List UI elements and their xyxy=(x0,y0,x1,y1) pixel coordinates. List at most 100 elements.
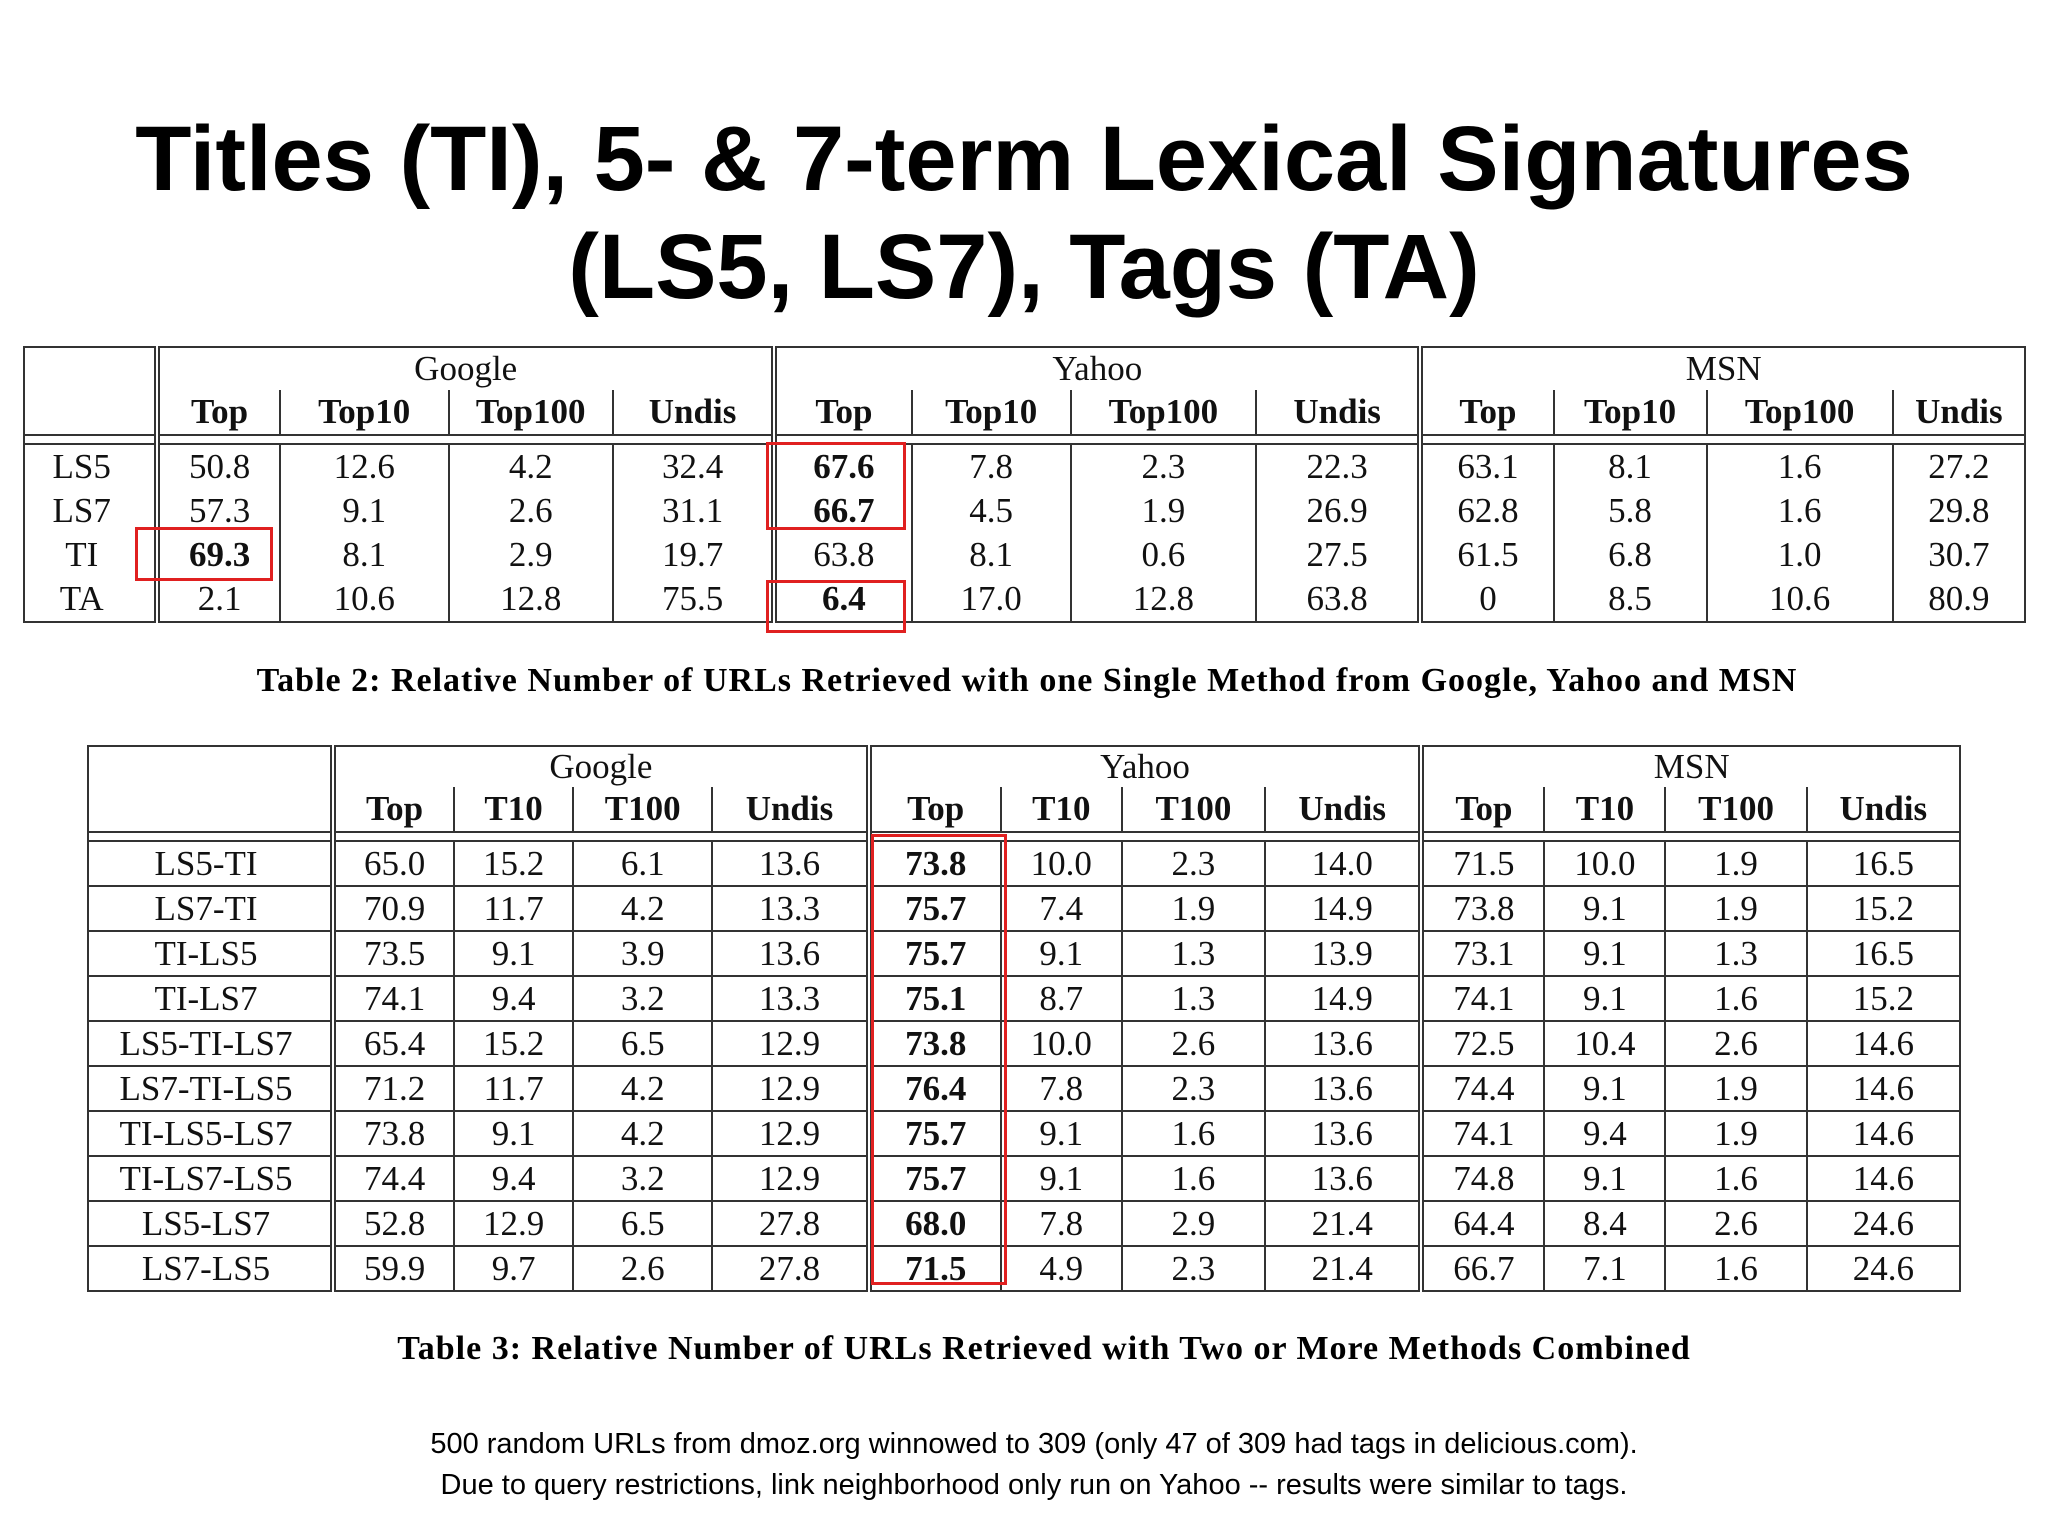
table-cell: 7.8 xyxy=(911,444,1072,489)
table-cell: 27.8 xyxy=(712,1201,872,1247)
table-cell: 73.8 xyxy=(868,1021,1002,1067)
table-row: LS7-LS5 59.9 9.7 2.6 27.8 71.5 4.9 2.3 21.4 66.7 7… xyxy=(88,1246,1960,1291)
table-2-caption: Table 2: Relative Number of URLs Retriev… xyxy=(256,662,1798,699)
table-cell: 62.8 xyxy=(1420,489,1555,533)
table-cell: 26.9 xyxy=(1255,489,1424,533)
table-cell: 8.5 xyxy=(1553,577,1708,622)
table-cell: 69.3 xyxy=(157,533,281,577)
table-cell: 17.0 xyxy=(911,577,1072,622)
corner-cell xyxy=(24,390,138,435)
table-cell: 75.7 xyxy=(868,931,1002,977)
table-row: TI-LS5 73.5 9.1 3.9 13.6 75.7 9.1 1.3 13.9 73.1 9.… xyxy=(88,931,1960,977)
spacer-cell xyxy=(323,1066,337,1112)
table-row: LS7 57.3 9.1 2.6 31.1 66.7 4.5 1.9 26.9 62.8 5.8 1.… xyxy=(24,489,2025,533)
footnote: 500 random URLs from dmoz.org winnowed t… xyxy=(10,1424,2048,1506)
table-cell: 50.8 xyxy=(157,444,281,489)
table-row: LS5-TI 65.0 15.2 6.1 13.6 73.8 10.0 2.3 14.0 71.5… xyxy=(88,841,1960,887)
table-cell: 12.9 xyxy=(712,1021,872,1067)
table-cell: 13.6 xyxy=(1265,1021,1425,1067)
table-cell: 14.6 xyxy=(1806,1066,1960,1112)
table-cell: 13.3 xyxy=(712,976,872,1022)
table-cell: 12.6 xyxy=(279,444,450,489)
row-label: LS7-TI-LS5 xyxy=(88,1066,323,1112)
table-cell: 74.1 xyxy=(1421,1111,1546,1157)
column-header: T10 xyxy=(1000,787,1123,832)
table-cell: 9.1 xyxy=(1544,886,1667,932)
table-cell: 12.9 xyxy=(712,1111,872,1157)
spacer-cell xyxy=(138,444,161,489)
table-cell: 3.9 xyxy=(573,931,714,977)
table-cell: 1.9 xyxy=(1665,886,1808,932)
table-cell: 73.8 xyxy=(333,1111,456,1157)
table-cell: 24.6 xyxy=(1852,1248,1914,1288)
table-cell: 9.1 xyxy=(1544,1156,1667,1202)
column-header: Undis xyxy=(1265,787,1425,832)
footnote-line-1: 500 random URLs from dmoz.org winnowed t… xyxy=(430,1428,1638,1460)
table-cell: 1.6 xyxy=(1121,1156,1267,1202)
table-cell: 8.4 xyxy=(1544,1201,1667,1247)
table-cell: 65.0 xyxy=(333,841,456,887)
table-cell: 9.4 xyxy=(1544,1111,1667,1157)
spacer-cell xyxy=(323,1246,337,1291)
table-cell: 75.7 xyxy=(868,1156,1002,1202)
table-cell: 9.1 xyxy=(279,489,450,533)
table-cell: 1.9 xyxy=(1665,1111,1808,1157)
column-header: Top10 xyxy=(1553,390,1708,435)
table-cell: 27.8 xyxy=(712,1246,872,1291)
table-cell: 57.3 xyxy=(157,489,281,533)
table-cell: 3.2 xyxy=(573,976,714,1022)
table-cell: 14.9 xyxy=(1265,976,1425,1022)
table-cell: 12.9 xyxy=(712,1066,872,1112)
column-header: Undis xyxy=(1255,390,1424,435)
table-cell: 1.9 xyxy=(1070,489,1257,533)
footnote-line-2: Due to query restrictions, link neighbor… xyxy=(440,1469,1628,1501)
table-cell: 10.0 xyxy=(1000,1021,1123,1067)
table-cell: 6.8 xyxy=(1553,533,1708,577)
table-cell: 9.1 xyxy=(1000,1156,1123,1202)
column-header: Top xyxy=(868,787,1002,832)
table-cell: 9.1 xyxy=(1000,1111,1123,1157)
table-row: TI-LS7 74.1 9.4 3.2 13.3 75.1 8.7 1.3 14.9 74.1 9.… xyxy=(88,976,1960,1022)
column-header: T10 xyxy=(1544,787,1667,832)
corner-cell xyxy=(88,787,323,832)
table-cell: 7.1 xyxy=(1544,1246,1667,1291)
table-cell: 7.8 xyxy=(1000,1066,1123,1112)
table-cell: 13.6 xyxy=(712,931,872,977)
table-cell: 13.6 xyxy=(1265,1156,1425,1202)
table-row: LS7-TI-LS5 71.2 11.7 4.2 12.9 76.4 7.8 2.3 13.6 7… xyxy=(88,1066,1960,1112)
table-cell: 14.0 xyxy=(1265,841,1425,887)
column-header: Undis xyxy=(712,787,872,832)
spacer-cell xyxy=(323,1201,337,1247)
column-header: Top10 xyxy=(279,390,450,435)
column-header-row: Top Top10 Top100 Undis Top Top10 Top100 Undis To… xyxy=(24,390,2025,435)
table-cell: 1.6 xyxy=(1706,489,1894,533)
table-cell: 4.2 xyxy=(573,1066,714,1112)
table-cell: 9.1 xyxy=(1544,976,1667,1022)
table-cell: 63.8 xyxy=(1255,577,1424,622)
column-header: T100 xyxy=(1121,787,1267,832)
table-cell: 1.6 xyxy=(1665,1246,1808,1291)
table-cell: 68.0 xyxy=(868,1201,1002,1247)
spacer-cell xyxy=(323,1021,337,1067)
spacer-cell xyxy=(323,787,337,832)
table-cell: 6.1 xyxy=(573,841,714,887)
column-header-row: Top T10 T100 Undis Top T10 T100 Undis Top T10 T100… xyxy=(88,787,1960,832)
table-cell: 0 xyxy=(1420,577,1555,622)
table-cell: 14.6 xyxy=(1806,1021,1960,1067)
table-cell: 74.8 xyxy=(1421,1156,1546,1202)
table-cell: 80.9 xyxy=(1928,579,1990,618)
table-cell: 5.8 xyxy=(1553,489,1708,533)
table-cell: 6.5 xyxy=(573,1201,714,1247)
table-cell: 4.9 xyxy=(1000,1246,1123,1291)
table-cell: 1.3 xyxy=(1665,931,1808,977)
row-label: LS5-LS7 xyxy=(88,1201,323,1247)
column-header: Top100 xyxy=(1706,390,1894,435)
table-cell: 14.9 xyxy=(1265,886,1425,932)
table-cell: 21.4 xyxy=(1265,1246,1425,1291)
table-cell: 13.6 xyxy=(1265,1111,1425,1157)
table-cell: 12.8 xyxy=(448,577,614,622)
table-cell: 13.6 xyxy=(712,841,872,887)
row-label: LS7 xyxy=(52,491,111,530)
row-label: TI-LS7 xyxy=(88,976,323,1022)
table-cell: 4.2 xyxy=(573,1111,714,1157)
